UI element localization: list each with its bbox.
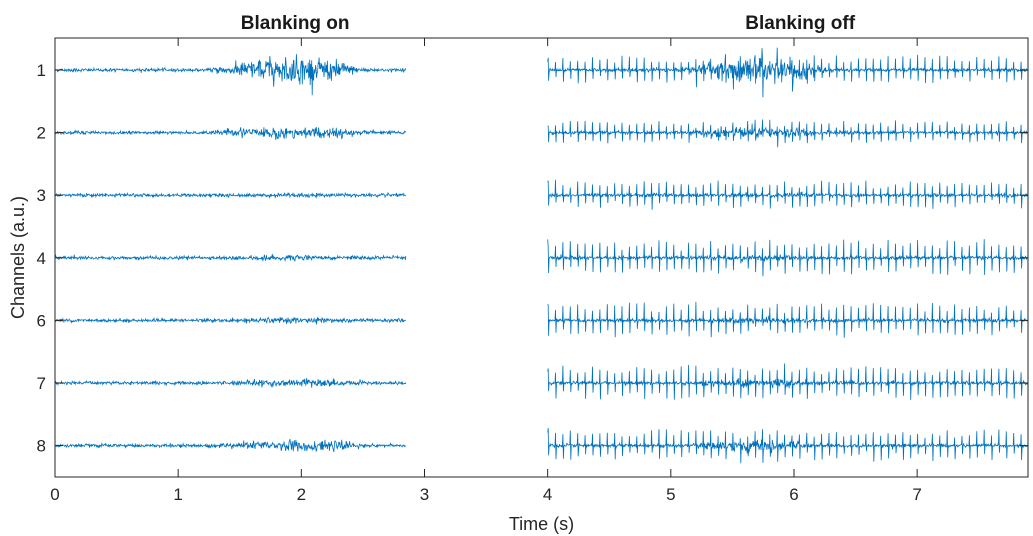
channel-trace-6 [54, 301, 1029, 338]
chart-title-1: Blanking off [745, 13, 855, 34]
x-tick-label-6: 6 [789, 485, 798, 504]
channel-trace-3 [54, 179, 1028, 210]
y-axis-ticks: 1 2 3 4 6 7 8 [37, 61, 1028, 456]
y-tick-label-4: 4 [37, 249, 46, 268]
chart-title-0: Blanking on [241, 13, 350, 34]
x-tick-label-1: 1 [173, 485, 182, 504]
trace-ch2-seg0 [55, 126, 407, 140]
x-axis-ticks: 012345678 [50, 38, 922, 504]
trace-ch3-seg0 [54, 191, 407, 199]
trace-ch4-seg0 [54, 253, 407, 263]
x-tick-label-4: 4 [543, 485, 552, 504]
channel-trace-2 [55, 119, 1029, 148]
x-tick-label-2: 2 [297, 485, 306, 504]
x-tick-label-7: 7 [912, 485, 921, 504]
y-tick-label-8: 8 [37, 437, 46, 456]
trace-ch4-seg1 [547, 239, 1029, 277]
trace-ch2-seg1 [547, 119, 1029, 148]
y-tick-label-2: 2 [37, 124, 46, 143]
x-tick-label-3: 3 [420, 485, 429, 504]
trace-ch1-seg1 [547, 47, 1029, 98]
channel-traces [54, 47, 1029, 464]
channel-trace-8 [55, 428, 1029, 464]
y-tick-label-6: 6 [37, 311, 46, 330]
trace-ch8-seg1 [547, 428, 1029, 464]
channel-trace-1 [55, 47, 1029, 98]
trace-ch3-seg1 [547, 179, 1028, 210]
trace-ch7-seg1 [547, 363, 1029, 400]
y-tick-label-1: 1 [37, 61, 46, 80]
channel-trace-7 [54, 363, 1029, 400]
trace-ch6-seg0 [54, 316, 406, 325]
x-tick-label-5: 5 [666, 485, 675, 504]
trace-ch7-seg0 [54, 378, 407, 389]
chart-titles: Blanking on Blanking off [241, 13, 856, 34]
y-tick-label-7: 7 [37, 374, 46, 393]
channel-trace-4 [54, 239, 1029, 277]
y-axis-label: Channels (a.u.) [8, 196, 28, 319]
x-axis-label: Time (s) [509, 514, 574, 534]
trace-ch8-seg0 [55, 438, 407, 452]
trace-ch1-seg0 [55, 54, 407, 96]
trace-ch6-seg1 [547, 301, 1029, 338]
y-tick-label-3: 3 [37, 186, 46, 205]
x-tick-label-0: 0 [50, 485, 59, 504]
